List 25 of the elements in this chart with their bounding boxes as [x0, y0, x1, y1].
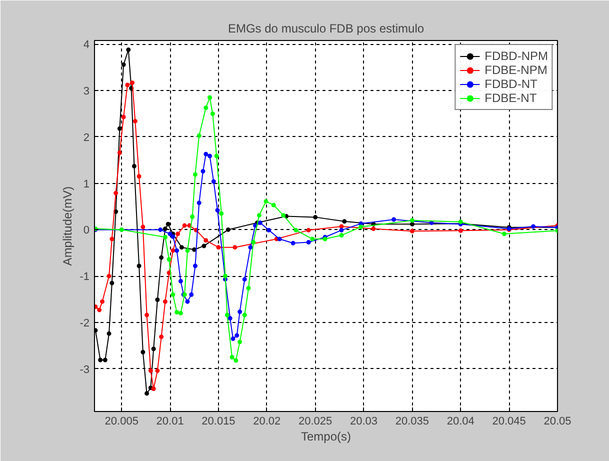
- x-tick-label: 20.035: [395, 416, 430, 428]
- legend-label: FDBD-NPM: [484, 49, 548, 63]
- y-tick-label: 4: [83, 39, 90, 52]
- chart-title: EMGs do musculo FDB pos estimulo: [228, 22, 424, 36]
- x-tick-label: 20.04: [446, 416, 474, 428]
- legend-label: FDBE-NT: [484, 91, 537, 105]
- y-tick-label: 1: [83, 178, 90, 190]
- y-tick-label: 3: [83, 86, 90, 98]
- y-tick-label: 2: [83, 132, 90, 144]
- x-tick-label: 20.005: [104, 416, 138, 428]
- x-tick-label: 20.045: [492, 416, 526, 428]
- x-tick-label: 20.05: [544, 416, 572, 428]
- y-tick-label: -3: [80, 364, 90, 376]
- x-tick-label: 20.03: [350, 416, 378, 428]
- legend-label: FDBD-NT: [484, 77, 538, 91]
- y-tick-label: 0: [83, 224, 90, 237]
- y-tick-label: -2: [80, 317, 90, 330]
- x-tick-label: 20.02: [253, 416, 281, 428]
- x-axis-title: Tempo(s): [300, 430, 352, 444]
- x-tick-label: 20.025: [298, 416, 332, 428]
- y-tick-label: -1: [80, 271, 90, 284]
- x-tick-label: 20.015: [202, 416, 236, 428]
- y-axis-title: Amplitude(mV): [60, 186, 75, 266]
- legend-label: FDBE-NPM: [484, 63, 548, 77]
- x-tick-label: 20.01: [156, 416, 184, 428]
